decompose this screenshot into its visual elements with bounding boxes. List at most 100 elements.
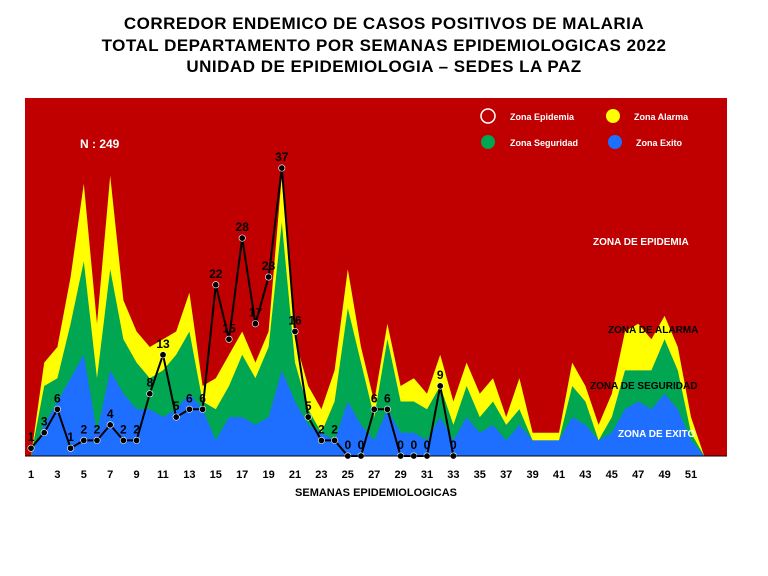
x-tick-label-31: 31 bbox=[421, 469, 433, 481]
observed-point-week-22 bbox=[304, 413, 312, 421]
x-tick-label-25: 25 bbox=[342, 469, 354, 481]
data-label-week-15: 22 bbox=[209, 267, 223, 281]
zone-seguridad-area bbox=[31, 222, 705, 456]
x-tick-label-35: 35 bbox=[474, 469, 486, 481]
data-label-week-24: 2 bbox=[331, 422, 338, 436]
data-label-week-13: 6 bbox=[186, 391, 193, 405]
x-tick-label-13: 13 bbox=[183, 469, 195, 481]
data-label-week-5: 2 bbox=[80, 422, 87, 436]
data-label-week-12: 5 bbox=[173, 399, 180, 413]
observed-point-week-18 bbox=[251, 320, 259, 328]
zone-label-alarma: ZONA DE ALARMA bbox=[608, 325, 698, 336]
data-label-week-22: 5 bbox=[305, 399, 312, 413]
legend-label-epidemia: Zona Epidemia bbox=[510, 112, 575, 122]
x-axis-label: SEMANAS EPIDEMIOLOGICAS bbox=[295, 487, 457, 499]
x-tick-label-27: 27 bbox=[368, 469, 380, 481]
observed-point-week-13 bbox=[185, 405, 193, 413]
observed-point-week-16 bbox=[225, 335, 233, 343]
observed-point-week-4 bbox=[67, 444, 75, 452]
x-tick-label-21: 21 bbox=[289, 469, 301, 481]
x-tick-label-51: 51 bbox=[685, 469, 697, 481]
data-label-week-33: 0 bbox=[450, 438, 457, 452]
observed-point-week-19 bbox=[265, 273, 273, 281]
zone-labels: ZONA DE EPIDEMIA ZONA DE ALARMA ZONA DE … bbox=[590, 237, 698, 440]
observed-point-week-6 bbox=[93, 436, 101, 444]
legend: Zona Epidemia Zona Alarma Zona Seguridad… bbox=[480, 108, 689, 149]
chart-title-line-2: TOTAL DEPARTAMENTO POR SEMANAS EPIDEMIOL… bbox=[101, 36, 667, 55]
x-tick-label-19: 19 bbox=[262, 469, 274, 481]
observed-point-week-27 bbox=[370, 405, 378, 413]
data-label-week-19: 23 bbox=[262, 259, 276, 273]
data-label-week-8: 2 bbox=[120, 422, 127, 436]
x-tick-label-37: 37 bbox=[500, 469, 512, 481]
x-tick-label-15: 15 bbox=[210, 469, 222, 481]
data-label-week-1: 1 bbox=[28, 430, 35, 444]
data-label-week-6: 2 bbox=[94, 422, 101, 436]
observed-point-week-14 bbox=[199, 405, 207, 413]
x-tick-label-3: 3 bbox=[54, 469, 60, 481]
zone-label-exito: ZONA DE EXITO bbox=[618, 429, 695, 440]
zone-label-seguridad: ZONA DE SEGURIDAD bbox=[590, 381, 697, 392]
observed-point-week-12 bbox=[172, 413, 180, 421]
legend-swatch-alarma bbox=[606, 109, 620, 123]
observed-point-week-3 bbox=[53, 405, 61, 413]
legend-label-exito: Zona Exito bbox=[636, 138, 683, 148]
x-tick-label-29: 29 bbox=[394, 469, 406, 481]
data-label-week-27: 6 bbox=[371, 391, 378, 405]
observed-point-week-23 bbox=[317, 436, 325, 444]
x-tick-label-23: 23 bbox=[315, 469, 327, 481]
x-tick-label-11: 11 bbox=[157, 469, 169, 481]
x-tick-label-49: 49 bbox=[658, 469, 670, 481]
total-cases-annotation: N : 249 bbox=[80, 137, 120, 151]
observed-point-week-11 bbox=[159, 351, 167, 359]
observed-point-week-7 bbox=[106, 421, 114, 429]
zone-areas bbox=[31, 175, 705, 457]
data-label-week-32: 9 bbox=[437, 368, 444, 382]
data-label-week-18: 17 bbox=[249, 306, 263, 320]
data-label-week-4: 1 bbox=[67, 430, 74, 444]
observed-point-week-15 bbox=[212, 281, 220, 289]
data-label-week-31: 0 bbox=[424, 438, 431, 452]
x-tick-label-39: 39 bbox=[526, 469, 538, 481]
observed-point-week-28 bbox=[383, 405, 391, 413]
x-tick-label-45: 45 bbox=[606, 469, 618, 481]
data-label-week-14: 6 bbox=[199, 391, 206, 405]
data-label-week-21: 16 bbox=[288, 313, 302, 327]
observed-point-week-9 bbox=[133, 436, 141, 444]
legend-label-alarma: Zona Alarma bbox=[634, 112, 689, 122]
observed-point-week-1 bbox=[27, 444, 35, 452]
data-label-week-30: 0 bbox=[410, 438, 417, 452]
data-label-week-7: 4 bbox=[107, 407, 114, 421]
x-tick-label-17: 17 bbox=[236, 469, 248, 481]
x-tick-label-7: 7 bbox=[107, 469, 113, 481]
x-tick-label-41: 41 bbox=[553, 469, 565, 481]
legend-swatch-seguridad bbox=[481, 135, 495, 149]
observed-point-week-20 bbox=[278, 164, 286, 172]
data-label-week-29: 0 bbox=[397, 438, 404, 452]
chart-title-line-3: UNIDAD DE EPIDEMIOLOGIA – SEDES LA PAZ bbox=[186, 57, 582, 76]
data-label-week-28: 6 bbox=[384, 391, 391, 405]
data-label-week-17: 28 bbox=[236, 220, 250, 234]
legend-label-seguridad: Zona Seguridad bbox=[510, 138, 578, 148]
data-label-week-23: 2 bbox=[318, 422, 325, 436]
data-label-week-2: 3 bbox=[41, 415, 48, 429]
zone-label-epidemia: ZONA DE EPIDEMIA bbox=[593, 237, 689, 248]
x-tick-label-1: 1 bbox=[28, 469, 34, 481]
observed-point-week-2 bbox=[40, 429, 48, 437]
data-label-week-10: 8 bbox=[146, 376, 153, 390]
chart-title-line-1: CORREDOR ENDEMICO DE CASOS POSITIVOS DE … bbox=[123, 14, 645, 33]
observed-point-week-32 bbox=[436, 382, 444, 390]
data-label-week-11: 13 bbox=[156, 337, 170, 351]
data-label-week-16: 15 bbox=[222, 321, 236, 335]
x-axis-ticks: 1 3 5 7 9 11 13 15 17 19 21 23 25 27 29 31 33 35 37 39 41 43 4… bbox=[28, 469, 697, 481]
x-tick-label-9: 9 bbox=[134, 469, 140, 481]
legend-swatch-epidemia bbox=[480, 108, 496, 124]
data-label-week-26: 0 bbox=[358, 438, 365, 452]
observed-point-week-24 bbox=[331, 436, 339, 444]
x-tick-label-33: 33 bbox=[447, 469, 459, 481]
observed-point-week-17 bbox=[238, 234, 246, 242]
x-tick-label-47: 47 bbox=[632, 469, 644, 481]
observed-point-week-10 bbox=[146, 390, 154, 398]
observed-point-week-5 bbox=[80, 436, 88, 444]
